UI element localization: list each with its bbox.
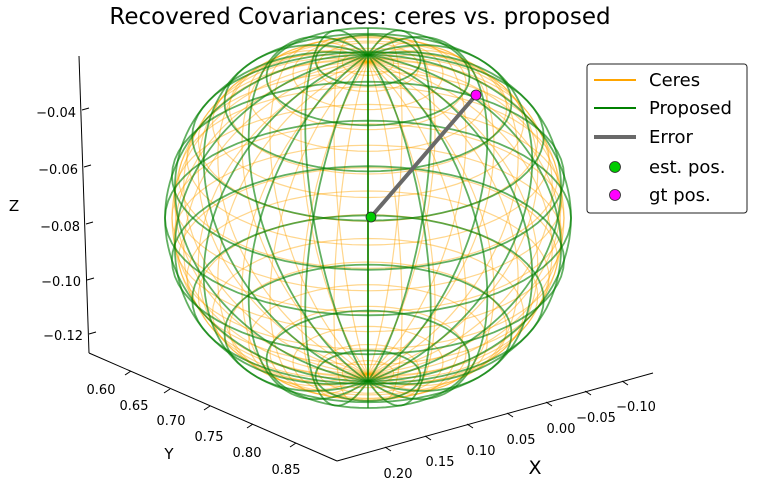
ceres-meridian	[367, 61, 553, 379]
ceres-meridian	[217, 61, 369, 386]
x-tick-label: 0.10	[467, 444, 496, 459]
z-tick-mark	[83, 164, 92, 168]
legend-label-est-pos: est. pos.	[649, 157, 726, 178]
ceres-meridian	[367, 57, 553, 375]
ceres-meridian	[269, 41, 369, 375]
ceres-meridian	[367, 41, 467, 375]
ceres-parallel	[186, 70, 550, 246]
legend: Ceres Proposed Error est. pos. gt pos.	[586, 63, 748, 214]
x-tick-mark	[424, 435, 432, 441]
x-tick-label: −0.10	[616, 400, 656, 415]
z-tick-label: −0.10	[41, 275, 81, 290]
x-tick-label: 0.05	[507, 433, 536, 448]
z-tick-label: −0.04	[36, 106, 76, 121]
ceres-meridian	[367, 61, 519, 386]
x-tick-mark	[545, 401, 553, 407]
ceres-meridian	[367, 61, 539, 382]
y-tick-mark	[124, 370, 132, 376]
ceres-meridian	[367, 61, 467, 395]
z-tick-mark	[86, 277, 95, 281]
ceres-parallel	[211, 237, 525, 389]
ceres-parallel	[228, 261, 508, 396]
ceres-meridian	[269, 61, 369, 395]
ceres-meridian	[171, 61, 369, 375]
proposed-parallel	[191, 214, 545, 385]
z-tick-label: −0.06	[38, 163, 78, 178]
z-tick-mark	[81, 107, 90, 111]
ceres-parallel	[173, 144, 563, 333]
z-axis-label: Z	[9, 197, 19, 215]
y-tick-label: 0.80	[233, 446, 262, 461]
y-tick-mark	[289, 442, 297, 448]
y-tick-mark	[246, 423, 254, 429]
proposed-parallel	[191, 51, 545, 222]
z-axis-line	[78, 55, 90, 354]
x-axis-label: X	[528, 457, 541, 479]
x-tick-label: −0.05	[576, 411, 616, 426]
y-axis-label: Y	[163, 445, 174, 463]
legend-swatch-gt-pos	[609, 189, 621, 201]
x-tick-mark	[621, 380, 629, 386]
ceres-meridian	[197, 54, 369, 375]
ceres-meridian	[367, 54, 539, 375]
y-tick-label: 0.85	[272, 463, 301, 478]
ceres-meridian	[217, 50, 369, 375]
ceres-meridian	[197, 61, 369, 382]
chart-title: Recovered Covariances: ceres vs. propose…	[109, 4, 610, 30]
x-tick-label: 0.00	[547, 422, 576, 437]
y-tick-label: 0.60	[87, 383, 116, 398]
proposed-parallel	[265, 27, 471, 127]
y-tick-mark	[203, 405, 211, 411]
x-axis-line	[336, 372, 654, 462]
y-tick-mark	[163, 388, 171, 394]
proposed-parallel	[170, 165, 566, 356]
x-tick-mark	[584, 390, 592, 396]
proposed-meridian	[164, 53, 369, 383]
gt-pos-point	[470, 89, 482, 101]
y-axis: 0.60 0.65 0.70 0.75 0.80 0.85 Y	[87, 352, 338, 478]
x-tick-mark	[506, 412, 514, 418]
z-tick-label: −0.12	[43, 329, 83, 344]
y-tick-label: 0.70	[157, 414, 186, 429]
ceres-meridian	[367, 61, 565, 375]
z-tick-mark	[85, 221, 94, 225]
legend-label-proposed: Proposed	[649, 98, 732, 119]
proposed-parallel	[265, 309, 471, 409]
ceres-meridian	[183, 57, 369, 375]
z-tick-mark	[88, 331, 97, 335]
legend-swatch-est-pos	[609, 161, 621, 173]
ceres-parallel	[211, 47, 525, 199]
proposed-parallel	[170, 80, 566, 271]
x-tick-mark	[466, 423, 474, 429]
x-tick-label: 0.20	[384, 467, 413, 482]
proposed-parallel	[164, 119, 572, 317]
ceres-parallel	[173, 103, 563, 292]
y-tick-label: 0.75	[195, 430, 224, 445]
proposed-parallel	[223, 32, 513, 173]
error-segment	[369, 93, 478, 219]
x-tick-label: 0.15	[426, 455, 455, 470]
ceres-meridian	[367, 50, 519, 375]
ceres-parallel	[228, 40, 508, 175]
x-tick-mark	[384, 446, 392, 452]
legend-label-ceres: Ceres	[649, 70, 700, 91]
z-tick-label: −0.08	[40, 220, 80, 235]
ceres-meridian	[183, 61, 369, 379]
ceres-parallel	[186, 190, 550, 366]
legend-box	[586, 63, 748, 214]
legend-label-gt-pos: gt pos.	[649, 185, 711, 206]
z-axis: −0.04 −0.06 −0.08 −0.10 −0.12 Z	[9, 55, 97, 354]
legend-label-error: Error	[649, 127, 693, 148]
proposed-wireframe	[164, 27, 572, 409]
ceres-parallel	[171, 123, 565, 313]
y-tick-label: 0.65	[120, 399, 149, 414]
proposed-parallel	[314, 349, 422, 402]
x-axis: 0.20 0.15 0.10 0.05 0.00 −0.05 −0.10 X	[336, 372, 656, 482]
est-pos-point	[365, 211, 377, 223]
